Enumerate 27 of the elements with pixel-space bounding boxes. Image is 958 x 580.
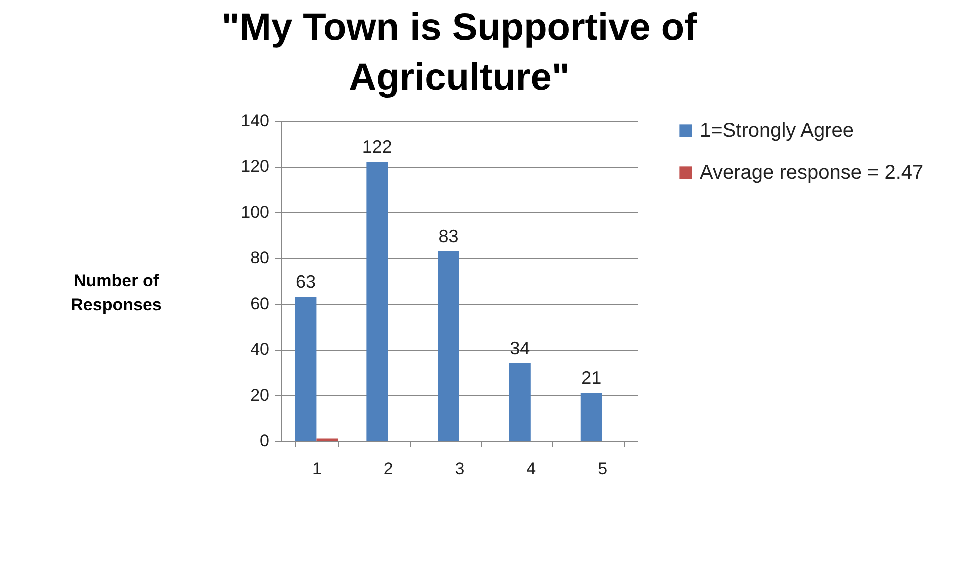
legend-label: Average response = 2.47 [700,162,924,184]
y-tick-label: 20 [250,386,270,405]
data-label: 21 [582,368,602,388]
x-tick-label: 2 [384,460,394,478]
data-label: 122 [362,137,392,158]
x-tick-label: 1 [312,460,322,478]
y-tick-label: 120 [241,157,270,176]
bar [580,393,602,441]
bar [438,251,460,441]
y-tick-label: 0 [260,432,270,450]
x-tick-label: 3 [455,460,465,478]
legend-label: 1=Strongly Agree [700,120,854,142]
data-label: 83 [438,226,459,246]
y-tick-label: 100 [241,202,270,222]
y-tick-label: 40 [250,340,270,360]
y-tick-label: 60 [250,294,270,314]
bar [509,363,531,441]
data-label: 63 [296,272,316,292]
bar [295,297,317,441]
chart-title: "My Town is Supportive of Agriculture" [222,7,698,99]
x-tick-label: 4 [526,460,536,478]
data-label: 34 [510,338,530,358]
x-tick-label: 5 [598,460,608,478]
y-tick-label: 80 [250,248,270,268]
bar [366,162,388,441]
y-tick-label: 140 [241,112,270,130]
y-axis-title: Number of Responses [71,272,162,314]
